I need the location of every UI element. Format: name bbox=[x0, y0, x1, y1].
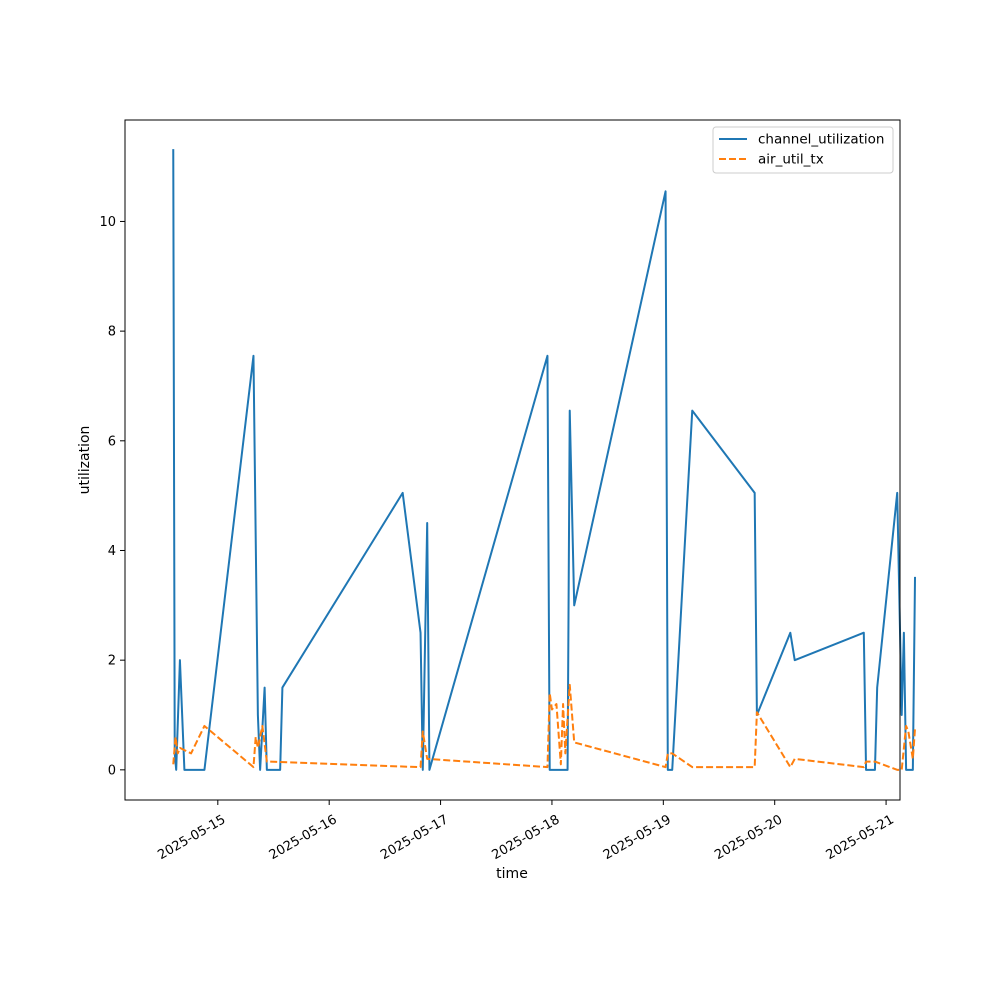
series-line-channel-utilization bbox=[172, 149, 917, 771]
series-layer bbox=[172, 149, 917, 771]
y-tick-label: 10 bbox=[99, 215, 116, 230]
x-axis-label: time bbox=[496, 866, 528, 882]
legend-label: channel_utilization bbox=[758, 132, 885, 148]
y-axis: 0 2 4 6 8 10 bbox=[99, 215, 125, 778]
y-tick-label: 4 bbox=[108, 544, 116, 559]
y-tick-label: 2 bbox=[108, 654, 116, 669]
series-line-air-util-tx bbox=[172, 683, 916, 771]
y-tick-label: 8 bbox=[108, 325, 116, 340]
y-axis-label: utilization bbox=[77, 426, 93, 495]
plot-frame bbox=[124, 119, 901, 801]
y-tick-label: 6 bbox=[108, 434, 116, 449]
legend-label: air_util_tx bbox=[758, 152, 824, 168]
y-tick-label: 0 bbox=[108, 763, 116, 778]
legend: channel_utilization air_util_tx bbox=[712, 126, 894, 174]
legend-box bbox=[712, 126, 894, 174]
